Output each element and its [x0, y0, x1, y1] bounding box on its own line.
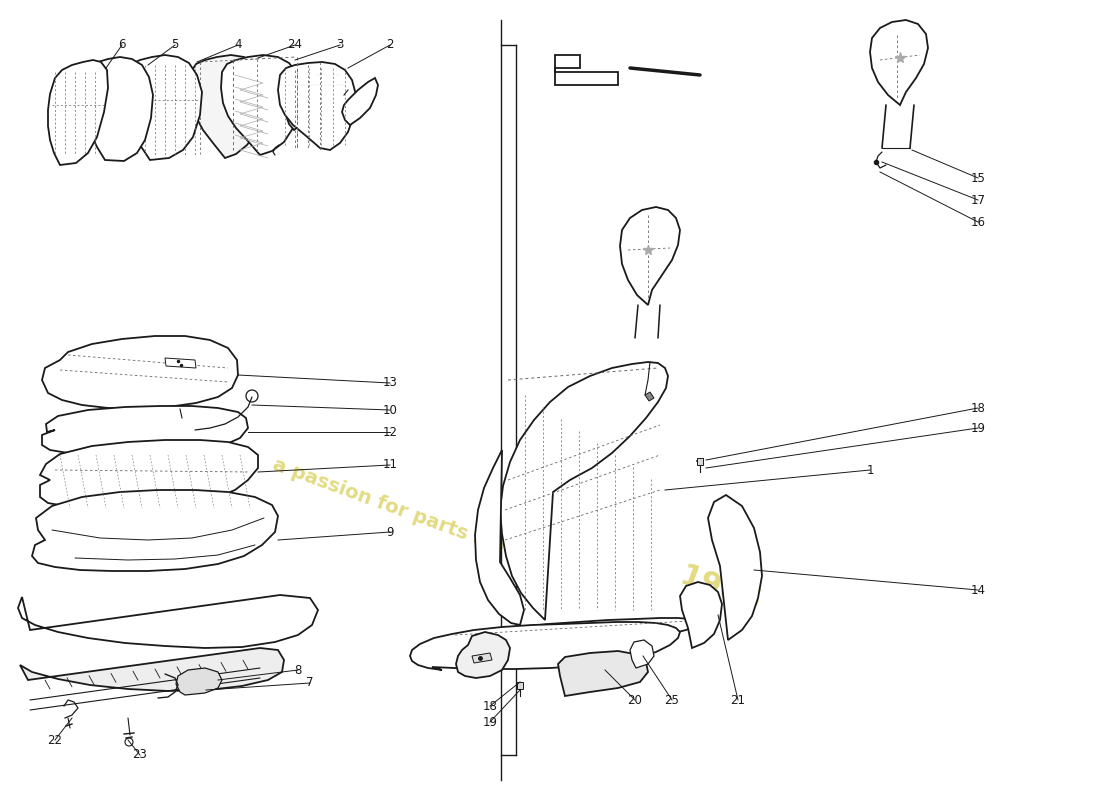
Text: 9: 9	[386, 526, 394, 538]
Polygon shape	[438, 618, 696, 641]
Text: 10: 10	[383, 403, 397, 417]
Polygon shape	[278, 62, 356, 150]
Bar	[517, 682, 522, 689]
Text: 18: 18	[970, 402, 986, 414]
Text: 1: 1	[867, 463, 873, 477]
Polygon shape	[18, 595, 318, 648]
Text: 2: 2	[386, 38, 394, 51]
Polygon shape	[556, 55, 618, 85]
Polygon shape	[84, 57, 153, 161]
Polygon shape	[630, 640, 654, 668]
Text: 19: 19	[483, 715, 497, 729]
Polygon shape	[221, 55, 302, 155]
Polygon shape	[165, 358, 196, 368]
Text: 15: 15	[970, 171, 986, 185]
Text: 22: 22	[47, 734, 63, 746]
Polygon shape	[20, 648, 284, 691]
Text: 4: 4	[234, 38, 242, 51]
Polygon shape	[42, 406, 248, 456]
Text: 11: 11	[383, 458, 397, 471]
Text: a passion for parts since: a passion for parts since	[270, 455, 530, 565]
Polygon shape	[500, 362, 668, 620]
Text: 13: 13	[383, 377, 397, 390]
Text: 12: 12	[383, 426, 397, 438]
Polygon shape	[708, 495, 762, 640]
Polygon shape	[870, 20, 928, 105]
Text: 19: 19	[970, 422, 986, 434]
Bar	[697, 458, 703, 465]
Text: 20: 20	[628, 694, 642, 706]
Polygon shape	[286, 77, 324, 130]
Polygon shape	[620, 207, 680, 305]
Text: 7: 7	[306, 677, 313, 690]
Text: 21: 21	[730, 694, 746, 706]
Polygon shape	[189, 55, 265, 158]
Polygon shape	[124, 55, 202, 160]
Polygon shape	[645, 392, 654, 401]
Polygon shape	[40, 440, 258, 508]
Polygon shape	[176, 668, 222, 695]
Polygon shape	[472, 653, 492, 663]
Text: 17: 17	[970, 194, 986, 206]
Text: 18: 18	[483, 699, 497, 713]
Polygon shape	[48, 60, 108, 165]
Text: 8: 8	[295, 663, 301, 677]
Text: 3: 3	[337, 38, 343, 51]
Text: 25: 25	[664, 694, 680, 706]
Text: 5: 5	[172, 38, 178, 51]
Polygon shape	[475, 450, 524, 625]
Polygon shape	[342, 78, 378, 125]
Text: 6: 6	[119, 38, 125, 51]
Text: 1985: 1985	[675, 562, 764, 618]
Text: 16: 16	[970, 215, 986, 229]
Polygon shape	[32, 490, 278, 571]
Polygon shape	[558, 651, 648, 696]
Text: 14: 14	[970, 583, 986, 597]
Polygon shape	[680, 582, 722, 648]
Text: 23: 23	[133, 749, 147, 762]
Text: 24: 24	[287, 38, 303, 51]
Polygon shape	[456, 632, 510, 678]
Polygon shape	[42, 336, 238, 409]
Polygon shape	[410, 622, 680, 670]
